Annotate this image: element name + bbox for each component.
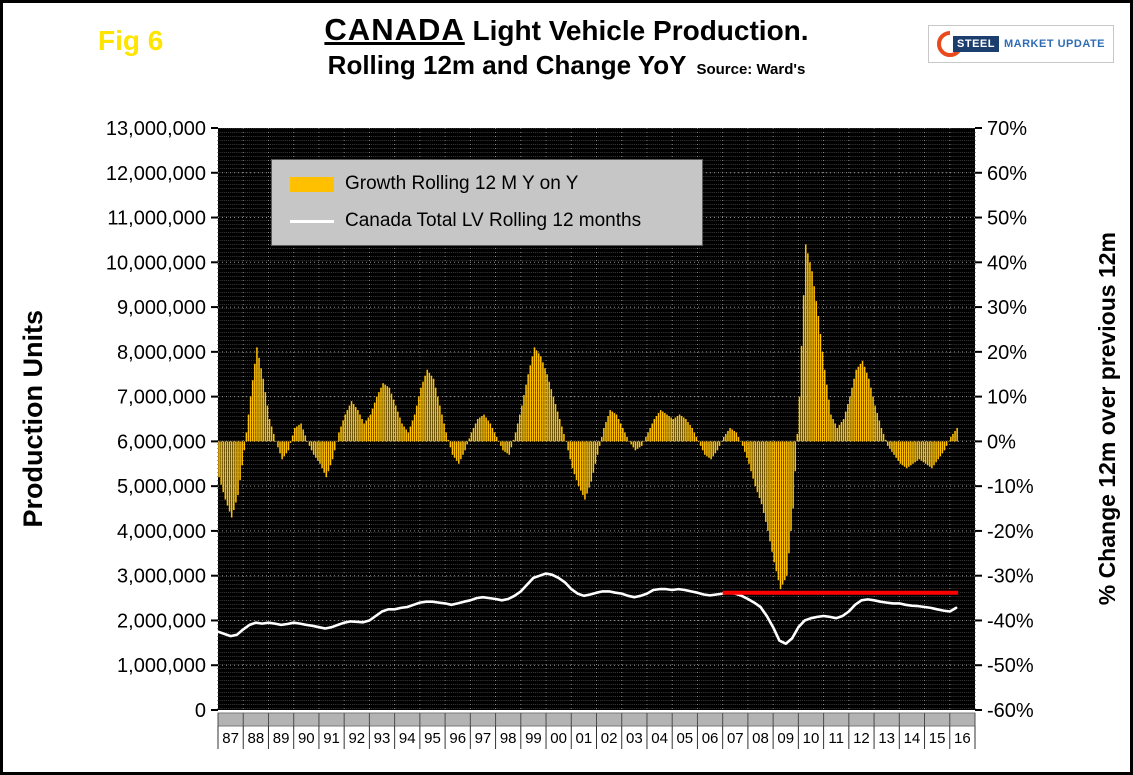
y-axis-right-title: % Change 12m over previous 12m	[1093, 232, 1120, 606]
chart-subtitle: Rolling 12m and Change YoY	[327, 50, 687, 81]
x-axis-year-label: 93	[374, 730, 391, 747]
y-axis-right-label: -20%	[987, 521, 1034, 543]
y-axis-left-label: 10,000,000	[106, 252, 206, 274]
y-axis-left-label: 2,000,000	[117, 610, 206, 632]
x-axis-year-label: 12	[853, 730, 870, 747]
x-axis-year-label: 03	[626, 730, 643, 747]
legend-label-total: Canada Total LV Rolling 12 months	[345, 210, 642, 231]
y-axis-left-label: 9,000,000	[117, 297, 206, 319]
y-axis-right-label: 10%	[987, 387, 1027, 409]
y-axis-right-label: 30%	[987, 297, 1027, 319]
legend: Growth Rolling 12 M Y on Y Canada Total …	[271, 159, 703, 246]
y-axis-left-label: 6,000,000	[117, 431, 206, 453]
bar-series-growth	[218, 244, 958, 590]
y-axis-left-label: 11,000,000	[107, 208, 206, 230]
y-axis-right-label: 20%	[987, 342, 1027, 364]
x-axis-year-label: 06	[702, 730, 719, 747]
x-axis-year-label: 01	[576, 730, 593, 747]
y-axis-right-label: 0%	[987, 431, 1016, 453]
x-axis-year-label: 07	[727, 730, 744, 747]
smu-logo-market-update: MARKET UPDATE	[1003, 38, 1105, 50]
x-axis-year-label: 15	[929, 730, 946, 747]
x-axis-year-label: 13	[878, 730, 895, 747]
chart-title-line2: Rolling 12m and Change YoY Source: Ward's	[3, 50, 1130, 81]
x-axis-year-label: 05	[676, 730, 693, 747]
y-axis-left-label: 7,000,000	[117, 387, 206, 409]
legend-item-total: Canada Total LV Rolling 12 months	[290, 210, 684, 232]
y-axis-left-label: 8,000,000	[117, 342, 206, 364]
x-axis-year-label: 87	[222, 730, 239, 747]
chart-title-country: CANADA	[324, 12, 465, 47]
y-axis-right-label: -40%	[987, 610, 1034, 632]
chart-source: Source: Ward's	[696, 61, 806, 79]
y-axis-right-label: -10%	[987, 476, 1034, 498]
y-axis-left-label: 13,000,000	[106, 118, 206, 140]
smu-logo: STEEL MARKET UPDATE	[928, 25, 1114, 63]
x-axis-year-label: 09	[777, 730, 794, 747]
x-axis-band: 87 88 89 90 91 92 93 94 95 96 97 98 99 00 01 02 03 04 05 06…	[217, 712, 976, 749]
chart-title-rest: Light Vehicle Production.	[464, 15, 809, 46]
y-axis-left-label: 4,000,000	[117, 521, 206, 543]
x-axis-year-label: 89	[273, 730, 290, 747]
y-axis-left-label: 12,000,000	[106, 163, 206, 185]
y-axis-right-label: -60%	[987, 700, 1034, 722]
y-axis-left-label: 5,000,000	[117, 476, 206, 498]
chart-title: CANADA Light Vehicle Production. Rolling…	[3, 11, 1130, 81]
y-axis-right-label: 40%	[987, 252, 1027, 274]
x-axis-year-label: 90	[298, 730, 315, 747]
y-axis-left-title: Production Units	[17, 310, 48, 528]
x-axis-year-label: 02	[601, 730, 618, 747]
y-axis-right-label: 60%	[987, 163, 1027, 185]
y-axis-left-label: 1,000,000	[117, 655, 206, 677]
x-axis-year-label: 11	[828, 730, 844, 747]
smu-logo-steel: STEEL	[953, 36, 999, 52]
y-axis-right: 70% 60% 50% 40% 30% 20% 10% 0% -10% -20% -30% -40% -…	[975, 118, 1034, 722]
x-axis-year-label: 95	[424, 730, 441, 747]
x-axis-year-label: 94	[399, 730, 416, 747]
figure-label: Fig 6	[98, 25, 164, 56]
x-axis-year-label: 10	[803, 730, 820, 747]
y-axis-right-label: -50%	[987, 655, 1034, 677]
legend-swatch-total	[290, 219, 334, 223]
x-axis-year-label: 99	[525, 730, 542, 747]
x-axis-year-label: 04	[651, 730, 668, 747]
y-axis-right-label: 70%	[987, 118, 1027, 140]
y-axis-left-label: 3,000,000	[117, 566, 206, 588]
x-axis-year-label: 14	[904, 730, 921, 747]
chart-title-line1: CANADA Light Vehicle Production.	[3, 11, 1130, 48]
line-series-total	[216, 572, 958, 646]
chart-canvas: 13,000,000 12,000,000 11,000,000 10,000,000…	[106, 118, 1034, 749]
x-axis-year-label: 00	[550, 730, 567, 747]
x-axis-year-label: 88	[248, 730, 265, 747]
legend-item-growth: Growth Rolling 12 M Y on Y	[290, 173, 684, 195]
x-axis-year-label: 91	[323, 730, 340, 747]
x-axis-year-label: 97	[475, 730, 492, 747]
y-axis-right-label: 50%	[987, 208, 1027, 230]
x-axis-year-label: 98	[500, 730, 517, 747]
x-axis-year-label: 16	[954, 730, 971, 747]
y-axis-right-label: -30%	[987, 566, 1034, 588]
legend-label-growth: Growth Rolling 12 M Y on Y	[345, 173, 579, 194]
x-axis-year-label: 08	[752, 730, 769, 747]
y-axis-left-label: 0	[195, 700, 206, 722]
x-axis-year-label: 96	[449, 730, 466, 747]
x-axis-year-label: 92	[348, 730, 365, 747]
legend-swatch-growth	[290, 176, 334, 192]
y-axis-left: 13,000,000 12,000,000 11,000,000 10,000,000…	[106, 118, 218, 722]
